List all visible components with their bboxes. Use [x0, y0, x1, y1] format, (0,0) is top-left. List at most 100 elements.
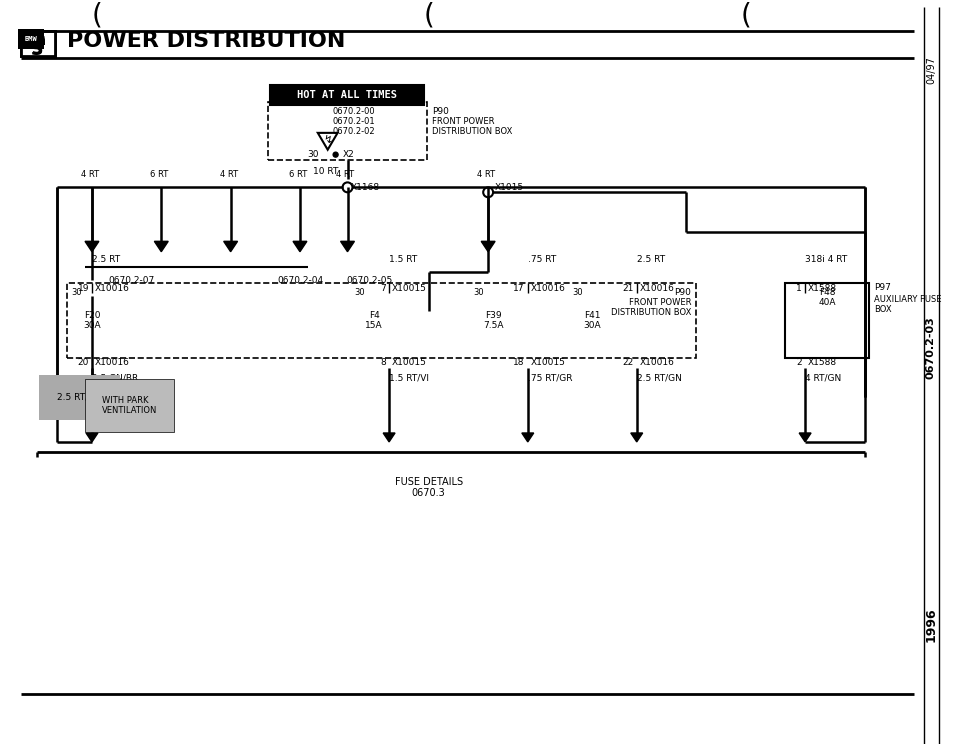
Text: F4
15A: F4 15A [366, 311, 383, 330]
Text: 0670.2-07: 0670.2-07 [108, 277, 155, 286]
Text: 0670.2-04: 0670.2-04 [276, 277, 323, 286]
Text: 2.5 RT: 2.5 RT [92, 254, 120, 263]
Circle shape [333, 153, 338, 157]
Text: 2.5 RT/GN: 2.5 RT/GN [58, 393, 102, 402]
Text: X1015: X1015 [495, 183, 524, 192]
Polygon shape [341, 241, 354, 251]
Text: 2.5 RT/GN: 2.5 RT/GN [636, 373, 682, 382]
Text: 7: 7 [380, 284, 386, 293]
Text: 0670.2-02: 0670.2-02 [333, 127, 375, 136]
Text: 0670.2-03: 0670.2-03 [925, 316, 936, 379]
Text: 8: 8 [380, 358, 386, 367]
Text: 19: 19 [78, 284, 89, 293]
Text: ↯: ↯ [323, 135, 332, 145]
Text: FRONT POWER: FRONT POWER [432, 117, 494, 126]
Text: 4 RT: 4 RT [81, 170, 99, 179]
Polygon shape [481, 241, 495, 251]
Text: 22: 22 [622, 358, 634, 367]
Polygon shape [383, 433, 396, 442]
Text: HOT AT ALL TIMES: HOT AT ALL TIMES [297, 90, 397, 100]
Text: 1: 1 [797, 284, 803, 293]
Text: 0670.2-01: 0670.2-01 [333, 117, 375, 126]
Text: 30: 30 [72, 289, 83, 298]
Text: 40A: 40A [819, 298, 836, 307]
Bar [785, 283, 870, 358]
Text: 17: 17 [514, 284, 525, 293]
Text: X10015: X10015 [392, 358, 427, 367]
Text: P97: P97 [875, 283, 891, 292]
Bar [21, 31, 56, 56]
Text: X10016: X10016 [95, 358, 130, 367]
Text: AUXILIARY FUSE: AUXILIARY FUSE [875, 295, 942, 304]
Text: POWER DISTRIBUTION: POWER DISTRIBUTION [67, 31, 346, 51]
Polygon shape [293, 241, 307, 251]
Text: .75 RT: .75 RT [528, 254, 556, 263]
Text: FUSE DETAILS
0670.3: FUSE DETAILS 0670.3 [395, 477, 463, 498]
Text: X10015: X10015 [531, 358, 565, 367]
Polygon shape [224, 241, 237, 251]
Text: 04/97: 04/97 [925, 57, 936, 84]
Polygon shape [631, 433, 642, 442]
Text: BMW: BMW [25, 36, 37, 42]
Text: F20
30A: F20 30A [84, 311, 101, 330]
Polygon shape [155, 241, 168, 251]
Text: X1168: X1168 [350, 183, 379, 192]
Text: X1588: X1588 [808, 358, 837, 367]
Bar [271, 86, 423, 105]
Text: 30: 30 [572, 289, 583, 298]
Text: 3: 3 [32, 39, 43, 58]
Text: 20: 20 [78, 358, 89, 367]
Text: 4 RT/GN: 4 RT/GN [805, 373, 841, 382]
Text: DISTRIBUTION BOX: DISTRIBUTION BOX [432, 127, 512, 136]
Text: 21: 21 [622, 284, 634, 293]
Text: 30: 30 [307, 150, 319, 159]
Text: (: ( [423, 2, 434, 30]
Text: 4 RT: 4 RT [220, 170, 238, 179]
Text: X10016: X10016 [531, 284, 565, 293]
Text: 4 RT: 4 RT [336, 170, 354, 179]
Bar [67, 283, 696, 358]
Text: .75 RT/GR: .75 RT/GR [528, 373, 572, 382]
Polygon shape [85, 241, 99, 251]
Text: X10016: X10016 [95, 284, 130, 293]
Polygon shape [799, 433, 811, 442]
Text: X1588: X1588 [808, 284, 837, 293]
Text: X10015: X10015 [392, 284, 427, 293]
Text: F48: F48 [819, 289, 835, 298]
Text: 10 RT: 10 RT [313, 167, 338, 176]
Text: 4 RT: 4 RT [477, 170, 495, 179]
Text: WITH PARK
VENTILATION: WITH PARK VENTILATION [102, 396, 157, 415]
Text: 2.5 GN/BR: 2.5 GN/BR [92, 373, 138, 382]
Text: 318i 4 RT: 318i 4 RT [805, 254, 848, 263]
Text: 1996: 1996 [924, 608, 937, 643]
Text: X10016: X10016 [639, 358, 675, 367]
Text: 1.5 RT/VI: 1.5 RT/VI [389, 373, 429, 382]
Text: 0670.2-05: 0670.2-05 [347, 277, 393, 286]
Text: 6 RT: 6 RT [150, 170, 168, 179]
Text: 2: 2 [797, 358, 803, 367]
Text: P90: P90 [432, 107, 448, 116]
Text: 6 RT: 6 RT [289, 170, 307, 179]
Text: 2.5 RT: 2.5 RT [636, 254, 665, 263]
Text: X2: X2 [343, 150, 354, 159]
Text: BOX: BOX [875, 305, 892, 314]
Text: 1.5 RT: 1.5 RT [389, 254, 418, 263]
Polygon shape [86, 433, 98, 442]
Bar [21, 31, 56, 56]
Text: 30: 30 [354, 289, 365, 298]
Text: P90: P90 [674, 289, 691, 298]
Text: F39
7.5A: F39 7.5A [483, 311, 503, 330]
Polygon shape [522, 433, 534, 442]
Text: (: ( [91, 2, 103, 30]
Text: (: ( [740, 2, 751, 30]
Text: 18: 18 [514, 358, 525, 367]
Text: 3: 3 [32, 41, 44, 59]
Text: F41
30A: F41 30A [584, 311, 601, 330]
Text: FRONT POWER: FRONT POWER [629, 298, 691, 307]
Text: DISTRIBUTION BOX: DISTRIBUTION BOX [611, 308, 691, 317]
Text: 30: 30 [473, 289, 484, 298]
Text: X10016: X10016 [639, 284, 675, 293]
Text: 0670.2-00: 0670.2-00 [333, 107, 375, 116]
Text: BMW: BMW [24, 36, 45, 45]
Bar [268, 102, 427, 160]
